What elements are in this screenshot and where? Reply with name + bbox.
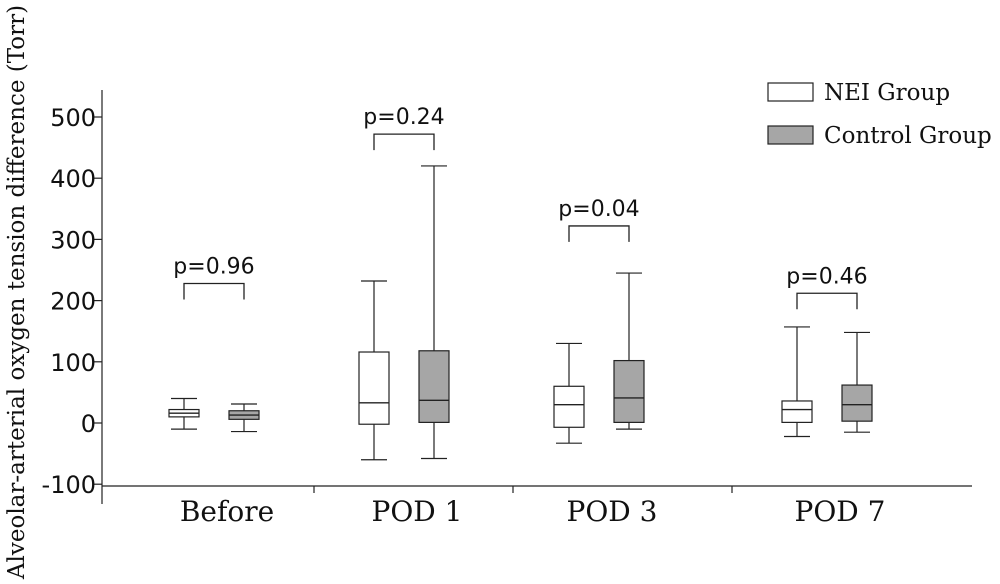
axes: -100 0 100 200 300 400 500 Before POD 1 POD 3 POD …	[42, 90, 972, 528]
y-tick-label: 100	[50, 349, 96, 377]
x-category-label: POD 3	[567, 495, 658, 528]
box-iqr	[841, 384, 873, 422]
legend: NEI Group Control Group	[767, 80, 992, 149]
box-iqr	[613, 359, 645, 423]
significance-bracket	[796, 292, 858, 310]
p-value-label: p=0.96	[173, 254, 254, 279]
box-iqr	[781, 400, 813, 423]
y-tick-label: -100	[42, 471, 96, 499]
legend-swatch	[767, 125, 814, 145]
y-tick-label: 0	[81, 410, 96, 438]
legend-label: NEI Group	[824, 80, 950, 106]
legend-label: Control Group	[824, 123, 992, 149]
y-tick-label: 300	[50, 226, 96, 254]
significance-bracket	[183, 282, 245, 300]
y-tick-label: 400	[50, 165, 96, 193]
p-value-label: p=0.04	[558, 197, 639, 222]
p-value-annotations: p=0.96 p=0.24 p=0.04 p=0.46	[173, 105, 868, 310]
legend-swatch	[767, 82, 814, 102]
x-category-label: POD 1	[372, 495, 463, 528]
x-category-label: Before	[180, 495, 274, 528]
y-tick-label: 200	[50, 288, 96, 316]
significance-bracket	[568, 225, 630, 242]
box-iqr	[553, 385, 585, 428]
significance-bracket	[373, 133, 435, 151]
boxes	[168, 165, 873, 461]
y-axis-label: Alveolar-arterial oxygen tension differe…	[4, 5, 30, 580]
p-value-label: p=0.24	[363, 105, 444, 130]
box-iqr	[418, 350, 450, 423]
y-tick-label: 500	[50, 104, 96, 132]
p-value-label: p=0.46	[786, 264, 867, 289]
box-iqr	[358, 351, 390, 425]
x-category-label: POD 7	[795, 495, 886, 528]
